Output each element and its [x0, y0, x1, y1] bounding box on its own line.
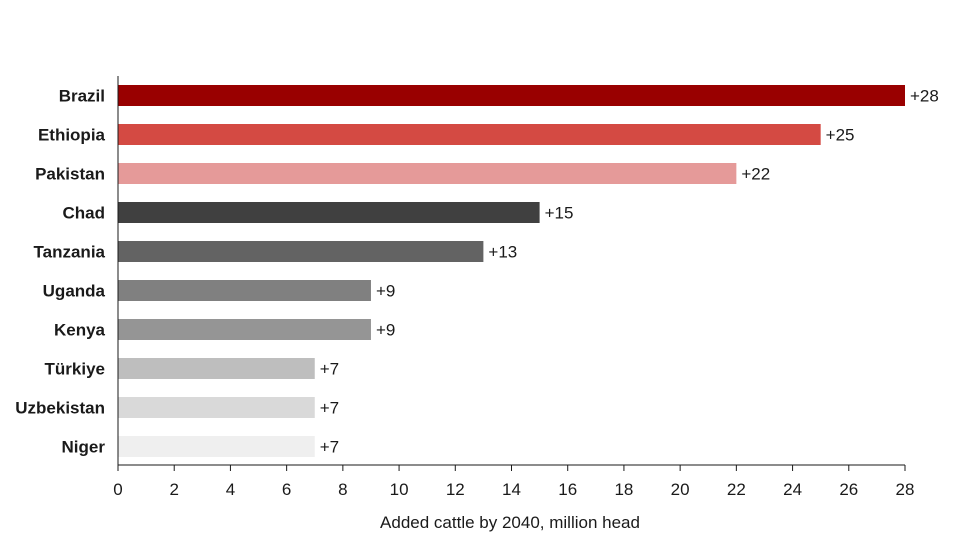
- x-tick-label: 12: [446, 480, 465, 499]
- bar-kenya: [118, 319, 371, 340]
- bar-niger: [118, 436, 315, 457]
- category-label: Uganda: [43, 282, 106, 301]
- category-label: Ethiopia: [38, 126, 106, 145]
- category-label: Tanzania: [34, 243, 106, 262]
- category-label: Chad: [63, 204, 106, 223]
- category-label: Niger: [62, 438, 106, 457]
- data-label: +9: [376, 321, 395, 340]
- bar-brazil: [118, 85, 905, 106]
- bar-pakistan: [118, 163, 737, 184]
- x-tick-label: 14: [502, 480, 521, 499]
- category-label: Uzbekistan: [15, 399, 105, 418]
- x-tick-label: 2: [169, 480, 178, 499]
- category-label: Pakistan: [35, 165, 105, 184]
- x-tick-label: 26: [839, 480, 858, 499]
- x-axis-title: Added cattle by 2040, million head: [380, 513, 640, 532]
- category-label: Brazil: [59, 87, 105, 106]
- data-label: +7: [320, 360, 339, 379]
- data-label: +9: [376, 282, 395, 301]
- bar-türkiye: [118, 358, 315, 379]
- category-label: Kenya: [54, 321, 106, 340]
- data-label: +25: [826, 126, 855, 145]
- x-tick-label: 16: [558, 480, 577, 499]
- data-label: +15: [545, 204, 574, 223]
- x-tick-label: 0: [113, 480, 122, 499]
- data-label: +7: [320, 399, 339, 418]
- x-tick-label: 28: [896, 480, 915, 499]
- x-tick-label: 6: [282, 480, 291, 499]
- data-label: +13: [488, 243, 517, 262]
- x-tick-label: 10: [390, 480, 409, 499]
- bar-uganda: [118, 280, 371, 301]
- x-tick-label: 20: [671, 480, 690, 499]
- bar-tanzania: [118, 241, 484, 262]
- x-tick-label: 18: [614, 480, 633, 499]
- bar-chad: [118, 202, 540, 223]
- data-label: +7: [320, 438, 339, 457]
- x-tick-label: 4: [226, 480, 235, 499]
- data-label: +28: [910, 87, 939, 106]
- bar-uzbekistan: [118, 397, 315, 418]
- category-label: Türkiye: [45, 360, 105, 379]
- bar-ethiopia: [118, 124, 821, 145]
- data-label: +22: [741, 165, 770, 184]
- x-tick-label: 22: [727, 480, 746, 499]
- x-tick-label: 24: [783, 480, 802, 499]
- x-tick-label: 8: [338, 480, 347, 499]
